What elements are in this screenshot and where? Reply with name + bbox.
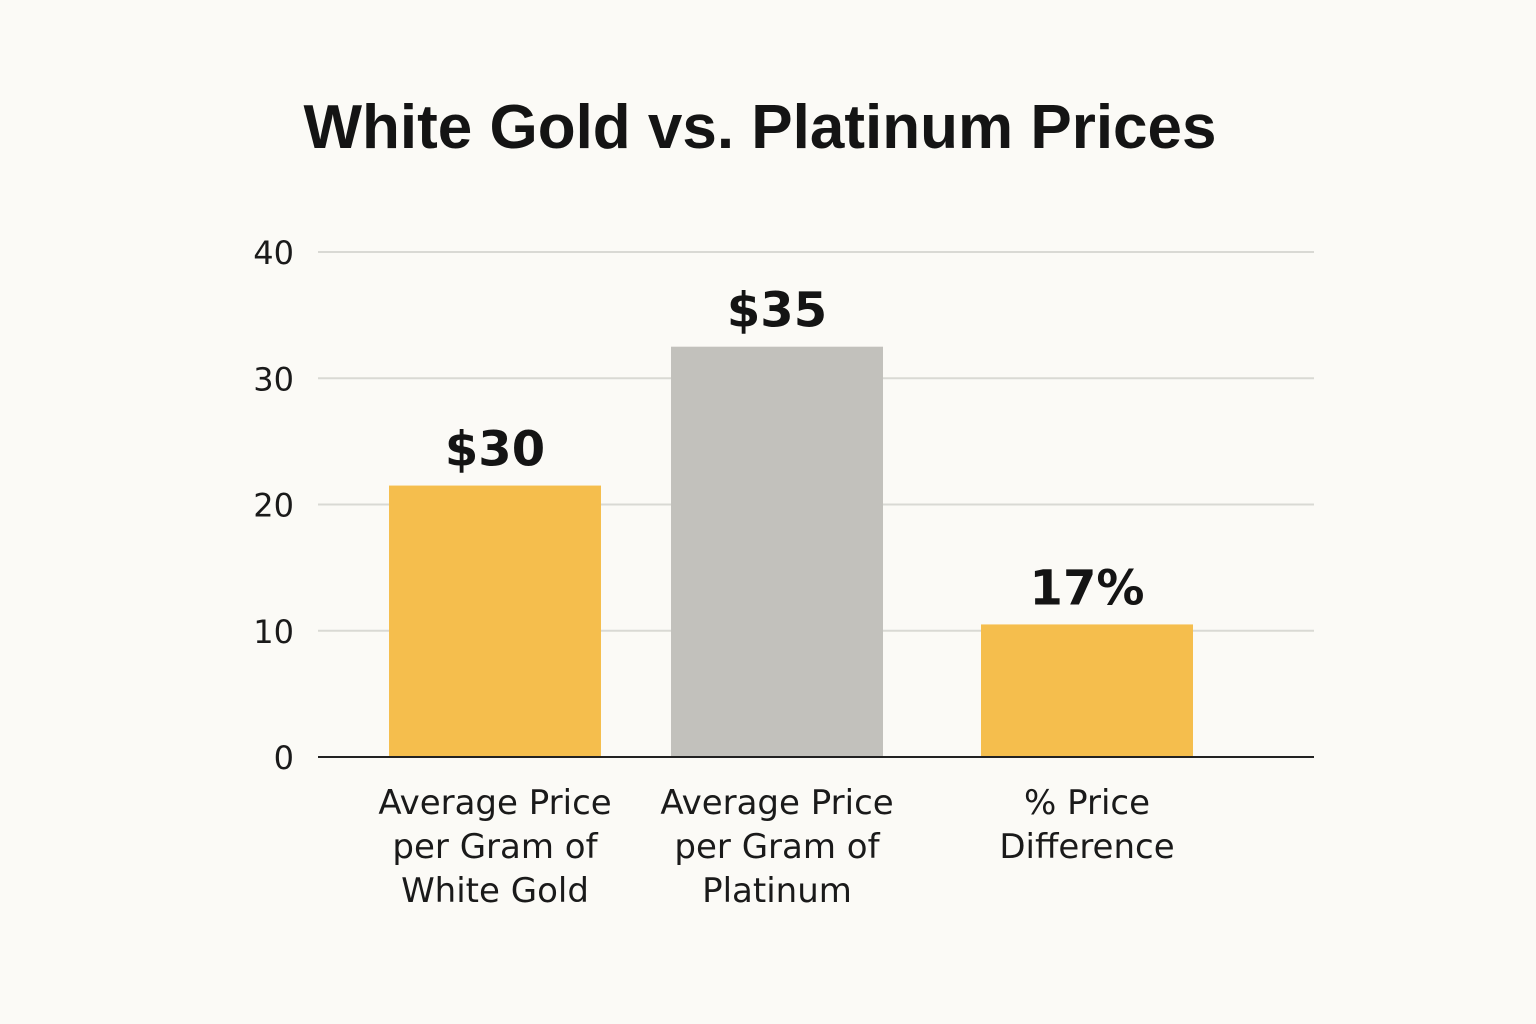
bars [389,346,1193,757]
x-category-label-line: Difference [999,827,1174,867]
data-labels: $30 $35 17% [445,283,1145,617]
bar [389,485,601,757]
y-tick-label: 0 [274,739,294,777]
data-label: $35 [727,283,827,339]
x-category-label-line: White Gold [401,871,589,911]
bar [671,346,883,757]
x-category-label-line: % Price [1024,783,1150,823]
data-label: $30 [445,422,545,478]
x-category-label-line: Average Price [378,783,611,823]
y-tick-label: 20 [253,487,294,525]
data-label: 17% [1030,560,1145,616]
y-tick-label: 30 [253,360,294,398]
bar [981,624,1193,757]
x-category-label-line: Platinum [702,871,852,911]
y-tick-label: 40 [253,234,294,272]
chart-title: White Gold vs. Platinum Prices [304,93,1217,162]
y-tick-label: 10 [253,613,294,651]
x-category-label: Average Price per Gram of Platinum [660,783,893,911]
category-labels: Average Price per Gram of White GoldAverag… [378,783,1174,911]
x-category-label-line: Average Price [660,783,893,823]
x-category-label: % Price Difference [999,783,1174,867]
x-category-label-line: per Gram of [392,827,598,867]
x-category-label: Average Price per Gram of White Gold [378,783,611,911]
x-category-label-line: per Gram of [674,827,880,867]
y-axis-ticks: 0 10 20 30 40 [253,234,294,777]
